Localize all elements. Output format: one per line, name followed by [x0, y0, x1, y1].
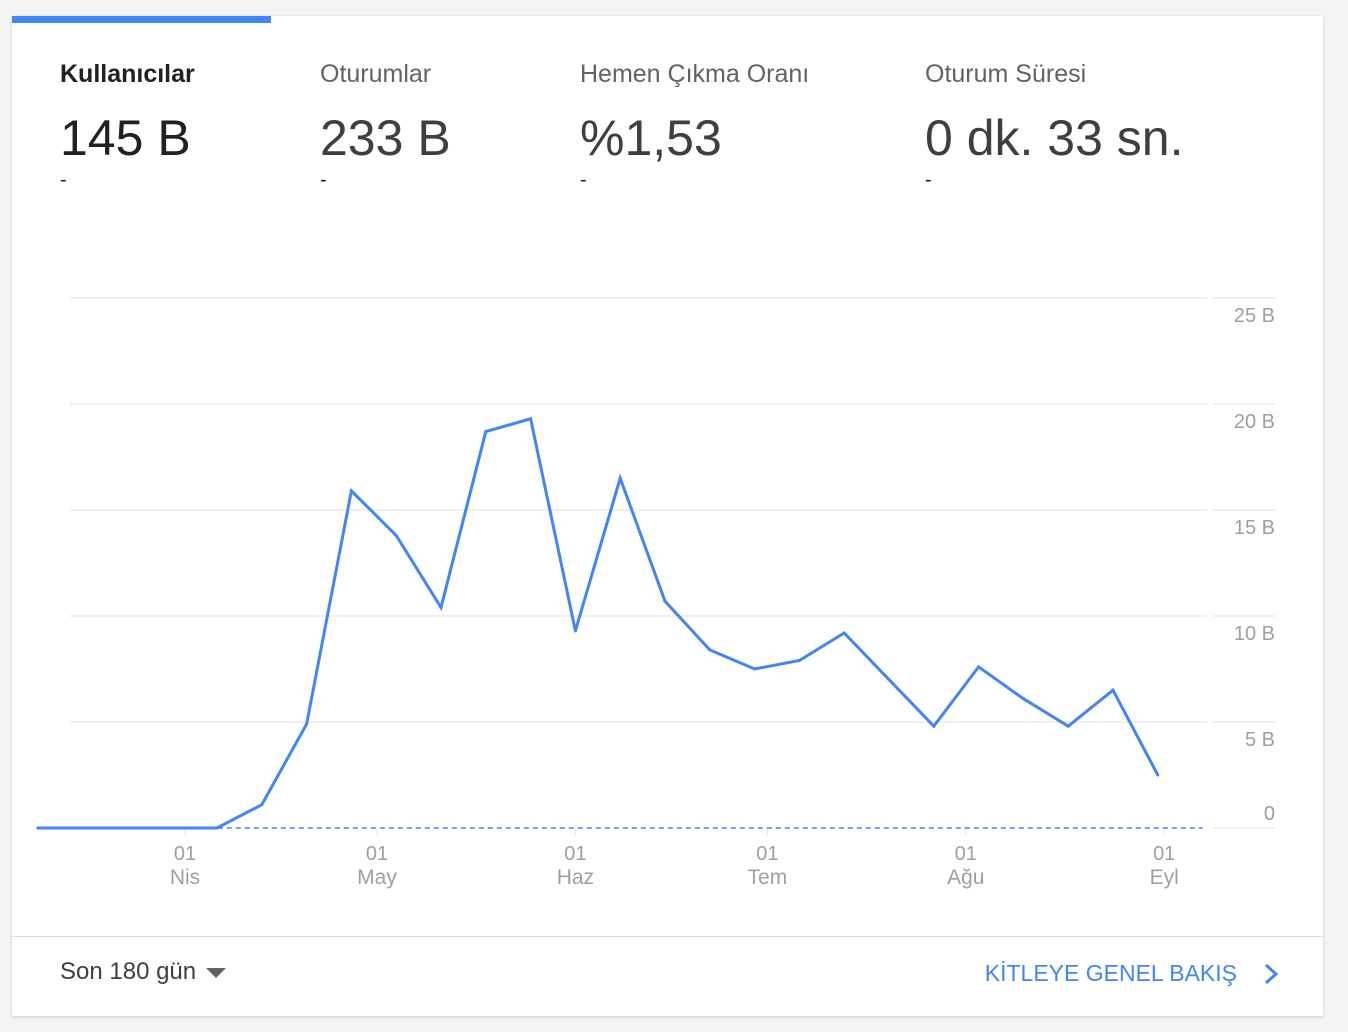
- users-data-point: [260, 803, 264, 807]
- users-data-point: [439, 606, 443, 610]
- metric-label: Oturumlar: [320, 60, 432, 88]
- x-tick-day: 01: [174, 843, 196, 865]
- y-tick-label: 20 B: [1234, 411, 1275, 433]
- users-data-point: [1066, 724, 1070, 728]
- x-tick-day: 01: [955, 843, 977, 865]
- report-link-label: KİTLEYE GENEL BAKIŞ: [984, 960, 1237, 986]
- x-tick-day: 01: [1153, 843, 1175, 865]
- users-data-point: [618, 476, 622, 480]
- x-tick-month: Haz: [557, 866, 594, 889]
- metric-value: 233 B: [320, 110, 451, 166]
- metric-tab-users[interactable]: Kullanıcılar 145 B -: [60, 60, 195, 192]
- users-data-point: [708, 648, 712, 652]
- chart-grid: [70, 297, 1275, 829]
- metric-change: -: [60, 169, 67, 191]
- users-data-point: [753, 667, 757, 671]
- x-tick-month: Nis: [170, 866, 200, 889]
- users-line-chart: 05 B10 B15 B20 B25 B 01Nis01May01Haz01Te…: [36, 297, 1275, 889]
- x-tick-month: Eyl: [1150, 866, 1179, 889]
- users-series-line: [37, 416, 1160, 830]
- users-data-point: [1111, 688, 1115, 692]
- x-tick-day: 01: [756, 843, 778, 865]
- metric-value: 145 B: [60, 110, 191, 166]
- y-axis-ticks: 0 5 B 10 B 15 B 20 B 25 B: [1234, 305, 1275, 825]
- date-range-selector[interactable]: Son 180 gün: [60, 958, 227, 986]
- users-data-point: [125, 826, 129, 830]
- y-tick-label: 0: [1264, 803, 1275, 825]
- users-data-point: [36, 826, 40, 830]
- users-data-point: [1156, 773, 1160, 777]
- metric-value: %1,53: [580, 110, 722, 166]
- metric-value: 0 dk. 33 sn.: [925, 110, 1184, 166]
- users-data-point: [215, 826, 219, 830]
- metric-change: -: [925, 169, 932, 191]
- metric-label: Oturum Süresi: [925, 60, 1087, 88]
- x-tick-month: Tem: [748, 866, 788, 889]
- x-tick-month: Ağu: [947, 866, 984, 889]
- audience-overview-link[interactable]: KİTLEYE GENEL BAKIŞ: [985, 960, 1283, 987]
- x-tick-day: 01: [564, 843, 586, 865]
- x-tick-month: May: [357, 866, 397, 889]
- caret-down-icon: [206, 967, 227, 978]
- users-data-point: [573, 629, 577, 633]
- y-tick-label: 5 B: [1245, 729, 1275, 751]
- y-tick-label: 15 B: [1234, 517, 1275, 539]
- users-data-point: [394, 533, 398, 537]
- users-data-point: [977, 665, 981, 669]
- users-data-point: [305, 722, 309, 726]
- x-tick-day: 01: [366, 843, 388, 865]
- audience-overview-card: Kullanıcılar 145 B - Oturumlar 233 B - H…: [12, 16, 1323, 1016]
- metric-label: Kullanıcılar: [60, 60, 195, 88]
- metric-change: -: [320, 169, 327, 191]
- users-data-point: [1021, 697, 1025, 701]
- y-tick-label: 10 B: [1234, 623, 1275, 645]
- users-data-point: [529, 417, 533, 421]
- users-data-point: [81, 826, 85, 830]
- footer-divider: [12, 936, 1323, 937]
- active-tab-indicator: [12, 16, 271, 23]
- metric-label: Hemen Çıkma Oranı: [580, 60, 810, 88]
- metric-tab-sessions[interactable]: Oturumlar 233 B -: [320, 60, 451, 192]
- users-data-point: [887, 678, 891, 682]
- metric-tab-session-duration[interactable]: Oturum Süresi 0 dk. 33 sn. -: [925, 60, 1184, 192]
- users-data-point: [663, 599, 667, 603]
- metric-change: -: [580, 169, 587, 191]
- y-tick-label: 25 B: [1234, 305, 1275, 327]
- users-data-point: [842, 631, 846, 635]
- users-data-point: [797, 659, 801, 663]
- date-range-label: Son 180 gün: [60, 958, 197, 985]
- chart-series: [36, 416, 1203, 830]
- users-data-point: [484, 430, 488, 434]
- users-data-point: [170, 826, 174, 830]
- chevron-right-icon: [1264, 963, 1279, 984]
- users-data-point: [349, 489, 353, 493]
- users-data-point: [932, 724, 936, 728]
- metric-tab-bounce-rate[interactable]: Hemen Çıkma Oranı %1,53 -: [580, 60, 809, 192]
